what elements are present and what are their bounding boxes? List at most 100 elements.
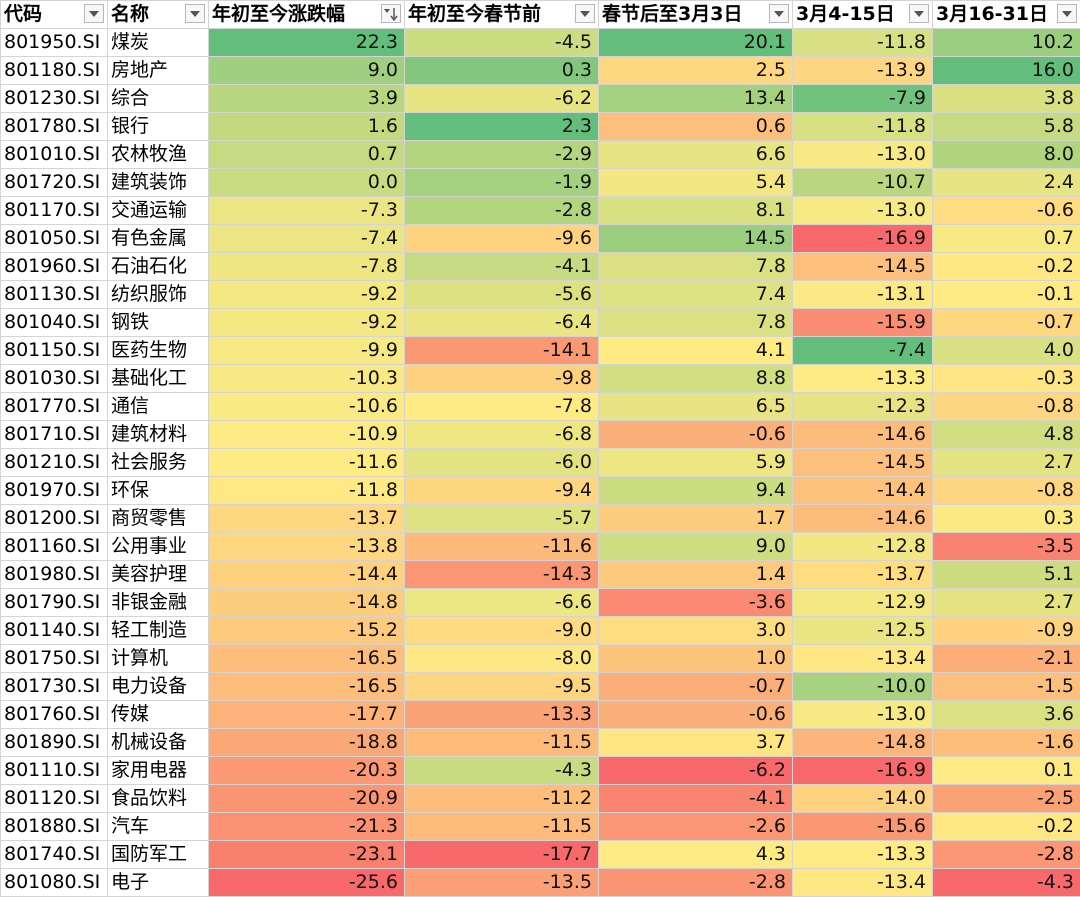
cell-name[interactable]: 纺织服饰 [108,281,209,309]
cell-value[interactable]: -2.1 [933,645,1080,673]
cell-value[interactable]: -10.3 [209,365,405,393]
cell-code[interactable]: 801780.SI [1,113,108,141]
cell-code[interactable]: 801230.SI [1,85,108,113]
cell-name[interactable]: 环保 [108,477,209,505]
cell-code[interactable]: 801970.SI [1,477,108,505]
cell-value[interactable]: -14.5 [793,253,933,281]
cell-name[interactable]: 汽车 [108,813,209,841]
cell-value[interactable]: 1.7 [599,505,793,533]
cell-value[interactable]: 1.0 [599,645,793,673]
cell-name[interactable]: 交通运输 [108,197,209,225]
cell-value[interactable]: 5.4 [599,169,793,197]
cell-name[interactable]: 机械设备 [108,729,209,757]
cell-code[interactable]: 801750.SI [1,645,108,673]
cell-code[interactable]: 801110.SI [1,757,108,785]
cell-value[interactable]: 0.1 [933,757,1080,785]
cell-value[interactable]: -13.1 [793,281,933,309]
cell-value[interactable]: -4.1 [405,253,599,281]
cell-value[interactable]: 10.2 [933,29,1080,57]
cell-value[interactable]: -4.3 [933,869,1080,897]
cell-value[interactable]: 9.4 [599,477,793,505]
cell-value[interactable]: -13.3 [793,841,933,869]
cell-value[interactable]: 13.4 [599,85,793,113]
filter-dropdown-button[interactable] [909,4,929,23]
cell-name[interactable]: 房地产 [108,57,209,85]
cell-code[interactable]: 801180.SI [1,57,108,85]
cell-value[interactable]: -2.8 [405,197,599,225]
cell-name[interactable]: 有色金属 [108,225,209,253]
cell-value[interactable]: -16.5 [209,645,405,673]
cell-code[interactable]: 801880.SI [1,813,108,841]
cell-value[interactable]: -2.8 [599,869,793,897]
cell-value[interactable]: 5.9 [599,449,793,477]
cell-value[interactable]: -14.5 [793,449,933,477]
cell-name[interactable]: 美容护理 [108,561,209,589]
cell-value[interactable]: 0.7 [209,141,405,169]
cell-value[interactable]: 7.8 [599,253,793,281]
cell-value[interactable]: -4.1 [599,785,793,813]
cell-value[interactable]: 5.8 [933,113,1080,141]
cell-value[interactable]: -1.5 [933,673,1080,701]
cell-value[interactable]: -2.8 [933,841,1080,869]
cell-value[interactable]: 4.8 [933,421,1080,449]
cell-value[interactable]: -0.7 [599,673,793,701]
cell-value[interactable]: 4.3 [599,841,793,869]
cell-code[interactable]: 801030.SI [1,365,108,393]
cell-value[interactable]: -9.4 [405,477,599,505]
cell-value[interactable]: -13.4 [793,869,933,897]
cell-value[interactable]: 2.3 [405,113,599,141]
cell-value[interactable]: -21.3 [209,813,405,841]
cell-code[interactable]: 801740.SI [1,841,108,869]
cell-value[interactable]: -5.7 [405,505,599,533]
cell-value[interactable]: 3.0 [599,617,793,645]
cell-value[interactable]: 1.6 [209,113,405,141]
cell-value[interactable]: -11.8 [793,113,933,141]
cell-value[interactable]: 6.5 [599,393,793,421]
cell-value[interactable]: -0.9 [933,617,1080,645]
cell-code[interactable]: 801950.SI [1,29,108,57]
cell-value[interactable]: -12.9 [793,589,933,617]
cell-code[interactable]: 801790.SI [1,589,108,617]
cell-value[interactable]: -13.9 [793,57,933,85]
cell-value[interactable]: -14.6 [793,505,933,533]
cell-value[interactable]: -18.8 [209,729,405,757]
cell-code[interactable]: 801710.SI [1,421,108,449]
cell-name[interactable]: 国防军工 [108,841,209,869]
cell-value[interactable]: -3.6 [599,589,793,617]
cell-value[interactable]: -0.3 [933,365,1080,393]
cell-value[interactable]: -4.3 [405,757,599,785]
cell-value[interactable]: -23.1 [209,841,405,869]
cell-name[interactable]: 石油石化 [108,253,209,281]
cell-value[interactable]: -11.5 [405,729,599,757]
cell-value[interactable]: -14.8 [209,589,405,617]
cell-value[interactable]: -3.5 [933,533,1080,561]
cell-name[interactable]: 综合 [108,85,209,113]
cell-value[interactable]: -1.9 [405,169,599,197]
cell-value[interactable]: -13.7 [793,561,933,589]
cell-value[interactable]: -7.8 [405,393,599,421]
cell-value[interactable]: -6.8 [405,421,599,449]
cell-value[interactable]: -0.8 [933,393,1080,421]
cell-value[interactable]: -10.0 [793,673,933,701]
cell-value[interactable]: -0.6 [599,701,793,729]
cell-value[interactable]: -13.7 [209,505,405,533]
cell-value[interactable]: -7.4 [793,337,933,365]
cell-value[interactable]: 7.8 [599,309,793,337]
cell-value[interactable]: -13.5 [405,869,599,897]
cell-code[interactable]: 801960.SI [1,253,108,281]
cell-value[interactable]: -2.6 [599,813,793,841]
cell-code[interactable]: 801150.SI [1,337,108,365]
cell-value[interactable]: -17.7 [209,701,405,729]
cell-code[interactable]: 801040.SI [1,309,108,337]
cell-value[interactable]: 0.3 [933,505,1080,533]
cell-name[interactable]: 农林牧渔 [108,141,209,169]
cell-code[interactable]: 801770.SI [1,393,108,421]
cell-code[interactable]: 801130.SI [1,281,108,309]
cell-value[interactable]: -8.0 [405,645,599,673]
cell-value[interactable]: 0.0 [209,169,405,197]
cell-code[interactable]: 801140.SI [1,617,108,645]
cell-code[interactable]: 801210.SI [1,449,108,477]
cell-value[interactable]: -6.4 [405,309,599,337]
cell-value[interactable]: 8.8 [599,365,793,393]
cell-value[interactable]: 1.4 [599,561,793,589]
